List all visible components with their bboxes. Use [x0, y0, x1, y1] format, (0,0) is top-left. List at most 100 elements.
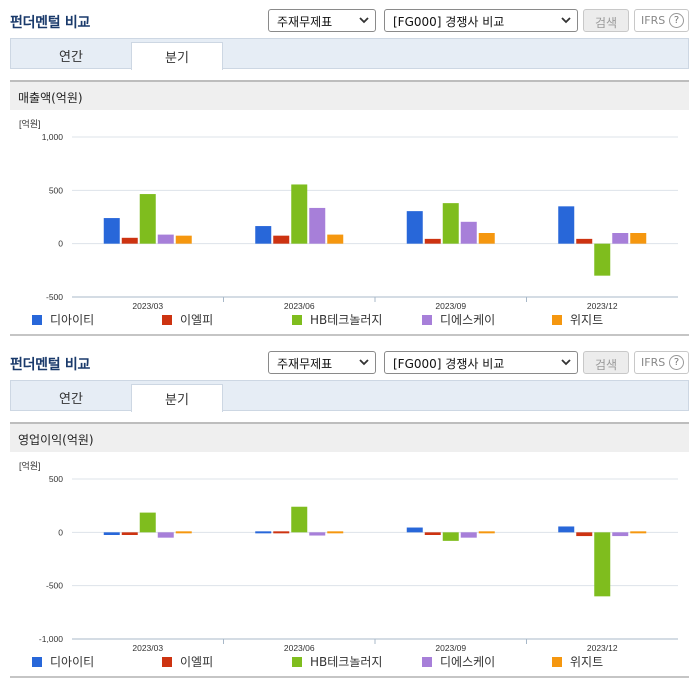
legend-swatch — [162, 315, 172, 325]
bar — [576, 532, 593, 537]
bar — [424, 532, 441, 535]
y-tick-label: -1,000 — [39, 634, 63, 644]
legend-swatch — [422, 657, 432, 667]
legend-item[interactable]: 위지트 — [552, 311, 603, 328]
bar — [594, 532, 611, 597]
statement-type-value: 주재무제표 — [277, 357, 333, 371]
bar — [121, 532, 138, 535]
legend-label: 위지트 — [570, 655, 604, 669]
legend-item[interactable]: 디에스케이 — [422, 311, 495, 328]
bar — [121, 237, 138, 244]
statement-type-select[interactable]: 주재무제표 — [268, 351, 376, 374]
y-unit-label: [억원] — [19, 460, 41, 471]
chart-subheading: 영업이익(억원) — [10, 422, 689, 452]
x-tick-label: 2023/09 — [435, 301, 466, 310]
ifrs-button[interactable]: IFRS ? — [634, 351, 689, 374]
legend-item[interactable]: HB테크놀러지 — [292, 311, 382, 328]
tab-annual[interactable]: 연간 — [59, 50, 83, 65]
operating-profit-bar-chart: [억원] 500 0 -500 -1,000 2023/03 2023/06 2023/09 2… — [19, 460, 678, 652]
bar — [460, 532, 477, 538]
legend-swatch — [292, 315, 302, 325]
bar — [157, 234, 174, 244]
y-tick-label: -500 — [46, 292, 63, 302]
y-tick-label: 500 — [49, 474, 63, 484]
x-tick-label: 2023/06 — [284, 301, 315, 310]
bar — [309, 532, 326, 536]
legend-label: 이엘피 — [180, 655, 214, 669]
ifrs-button[interactable]: IFRS ? — [634, 9, 689, 32]
legend-label: HB테크놀러지 — [310, 313, 383, 327]
bar — [478, 233, 495, 244]
panel-title: 펀더멘털 비교 — [10, 15, 91, 31]
chart-legend: 디아이티 이엘피 HB테크놀러지 디에스케이 위지트 — [0, 653, 696, 673]
legend-label: 디에스케이 — [440, 655, 496, 669]
help-icon: ? — [669, 13, 684, 28]
legend-item[interactable]: 이엘피 — [162, 653, 213, 670]
statement-type-value: 주재무제표 — [277, 15, 333, 29]
x-tick-label: 2023/06 — [284, 643, 315, 652]
x-tick-label: 2023/03 — [132, 301, 163, 310]
bar — [558, 206, 575, 244]
panel-header: 펀더멘털 비교 주재무제표 [FG000] 경쟁사 비교 검색 IFRS ? — [0, 0, 696, 38]
search-button[interactable]: 검색 — [583, 9, 629, 32]
y-tick-label: 500 — [49, 185, 63, 195]
bar — [612, 233, 629, 244]
bar — [630, 233, 647, 244]
legend-label: 디아이티 — [50, 313, 95, 327]
bar — [255, 531, 272, 534]
bar — [255, 226, 272, 244]
panel-header: 펀더멘털 비교 주재무제표 [FG000] 경쟁사 비교 검색 IFRS ? — [0, 342, 696, 380]
tab-quarter[interactable]: 분기 — [131, 42, 223, 70]
y-tick-label: 0 — [58, 239, 63, 249]
legend-swatch — [32, 315, 42, 325]
bar — [291, 506, 308, 533]
legend-item[interactable]: 이엘피 — [162, 311, 213, 328]
legend-swatch — [552, 315, 562, 325]
x-tick-label: 2023/09 — [435, 643, 466, 652]
bar — [630, 531, 647, 534]
bar — [406, 527, 423, 533]
tab-quarter[interactable]: 분기 — [131, 384, 223, 412]
bar — [291, 184, 308, 244]
legend-item[interactable]: 디아이티 — [32, 311, 94, 328]
legend-label: 디아이티 — [50, 655, 95, 669]
search-button[interactable]: 검색 — [583, 351, 629, 374]
chart-subheading: 매출액(억원) — [10, 80, 689, 110]
legend-item[interactable]: 위지트 — [552, 653, 603, 670]
panel-divider — [10, 676, 689, 678]
legend-label: 디에스케이 — [440, 313, 496, 327]
compare-value: [FG000] 경쟁사 비교 — [393, 15, 505, 29]
compare-select[interactable]: [FG000] 경쟁사 비교 — [384, 9, 578, 32]
legend-item[interactable]: 디에스케이 — [422, 653, 495, 670]
y-tick-label: -500 — [46, 581, 63, 591]
bar — [327, 531, 344, 534]
legend-item[interactable]: 디아이티 — [32, 653, 94, 670]
sales-bar-chart: [억원]1,000 500 0 -500 2023/03 2023/06 2023/09 20… — [19, 118, 678, 310]
fundamental-panel-sales: 펀더멘털 비교 주재무제표 [FG000] 경쟁사 비교 검색 IFRS ? 연… — [0, 0, 696, 336]
bar — [478, 531, 495, 534]
fundamental-panel-operating-profit: 펀더멘털 비교 주재무제표 [FG000] 경쟁사 비교 검색 IFRS ? 연… — [0, 342, 696, 684]
x-tick-label: 2023/03 — [132, 643, 163, 652]
chart-legend: 디아이티 이엘피 HB테크놀러지 디에스케이 위지트 — [0, 311, 696, 331]
panel-divider — [10, 334, 689, 336]
bar — [273, 531, 290, 534]
legend-label: 이엘피 — [180, 313, 214, 327]
bar — [103, 218, 120, 244]
x-tick-label: 2023/12 — [587, 301, 618, 310]
compare-select[interactable]: [FG000] 경쟁사 비교 — [384, 351, 578, 374]
legend-swatch — [552, 657, 562, 667]
legend-label: 위지트 — [570, 313, 604, 327]
bar — [175, 235, 192, 244]
tab-annual[interactable]: 연간 — [59, 392, 83, 407]
statement-type-select[interactable]: 주재무제표 — [268, 9, 376, 32]
bar — [576, 238, 593, 244]
compare-value: [FG000] 경쟁사 비교 — [393, 357, 505, 371]
legend-item[interactable]: HB테크놀러지 — [292, 653, 382, 670]
legend-swatch — [162, 657, 172, 667]
ifrs-label: IFRS — [641, 14, 666, 27]
help-icon: ? — [669, 355, 684, 370]
chevron-down-icon — [359, 359, 369, 366]
y-tick-label: 0 — [58, 527, 63, 537]
bar — [442, 532, 459, 541]
bar — [139, 194, 156, 244]
